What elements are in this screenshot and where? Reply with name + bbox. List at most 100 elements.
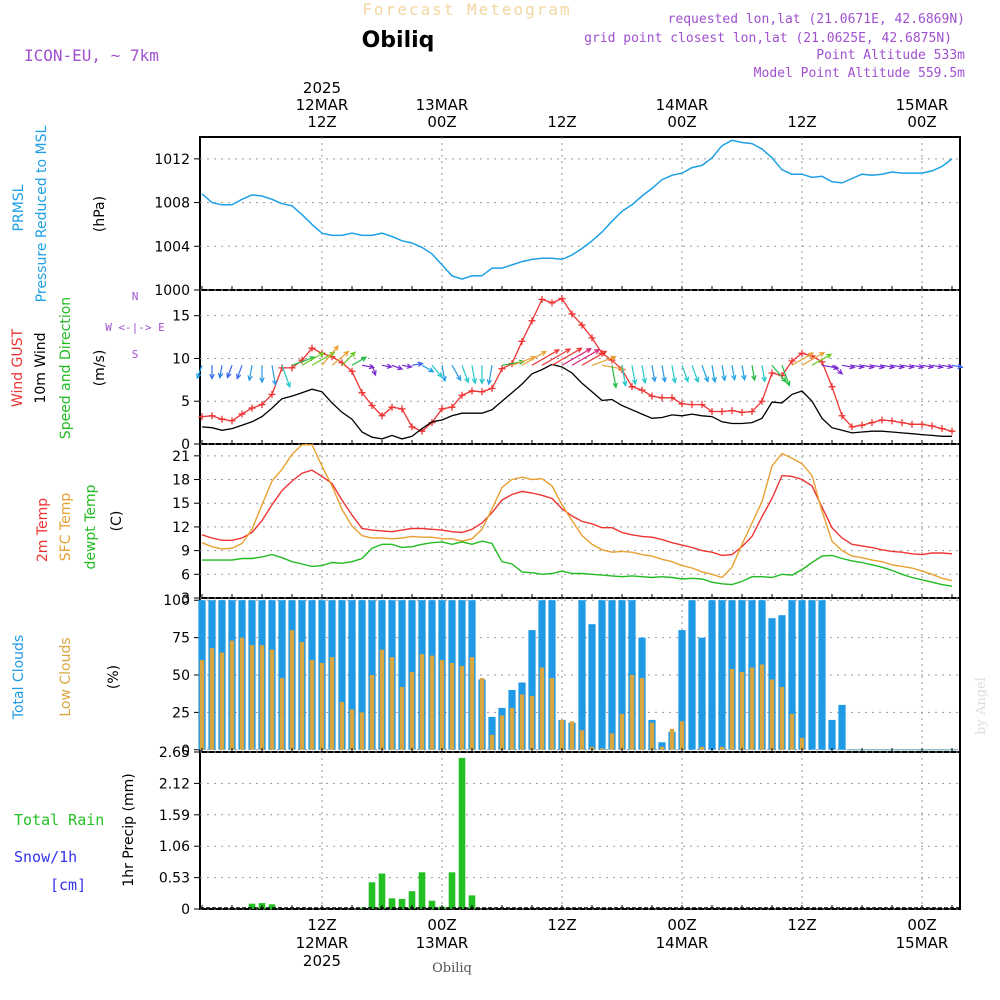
- low-cloud-bar: [349, 709, 355, 750]
- low-cloud-bar: [539, 667, 545, 750]
- gust-point: [738, 408, 746, 416]
- total-cloud-bar: [608, 600, 616, 750]
- low-cloud-bar: [429, 655, 435, 750]
- low-cloud-bar: [669, 728, 675, 750]
- total-cloud-bar: [678, 630, 686, 750]
- wind-direction-arrow: [371, 365, 377, 377]
- top-axis-hour: 12Z: [547, 113, 576, 131]
- low-cloud-bar: [199, 660, 205, 750]
- gust-point: [268, 390, 276, 398]
- rain-bar: [248, 903, 256, 909]
- temp-sfc-line: [201, 444, 953, 582]
- gust-point: [258, 401, 266, 409]
- y-tick-label: 6: [181, 567, 190, 583]
- wind-direction-arrow: [361, 363, 376, 370]
- low-cloud-bar: [569, 721, 575, 750]
- bottom-axis-date: 15MAR: [896, 934, 949, 952]
- bottom-axis-date: 14MAR: [656, 934, 709, 952]
- low-cloud-bar: [559, 719, 565, 750]
- wind-direction-arrow: [301, 352, 325, 366]
- low-cloud-bar: [239, 637, 245, 750]
- cloud-panel: 0 25 50 75 100: [163, 593, 957, 759]
- y-tick-label: 25: [172, 705, 190, 721]
- low-cloud-bar: [489, 734, 495, 750]
- wind-direction-arrow: [701, 365, 709, 383]
- station-name: Obiliq: [362, 28, 435, 53]
- low-cloud-bar: [209, 648, 215, 750]
- low-cloud-bar: [619, 713, 625, 750]
- low-cloud-bar: [339, 701, 345, 750]
- gust-point: [358, 389, 366, 397]
- panel-frame: [199, 136, 961, 291]
- top-axis-hour: 00Z: [427, 113, 456, 131]
- bottom-axis-date: 12MAR: [296, 934, 349, 952]
- wind-panel: 0 5 10 15: [172, 295, 964, 453]
- rain-bar: [388, 898, 396, 909]
- rain-bar: [448, 872, 456, 909]
- wind-direction-arrow: [741, 365, 747, 382]
- low-cloud-bar: [759, 664, 765, 750]
- rain-bar: [398, 898, 406, 909]
- wind-direction-arrow: [217, 365, 224, 379]
- total-cloud-bar: [398, 600, 406, 750]
- total-cloud-bar: [588, 624, 596, 750]
- temp-dew-label: dewpt Temp: [83, 484, 99, 569]
- wind-direction-arrow: [861, 363, 876, 370]
- gust-point: [918, 420, 926, 428]
- bottom-axis-hour: 12Z: [547, 916, 576, 934]
- total-cloud-bar: [798, 600, 806, 750]
- temperature-panel: 3 6 9 12 15 18 21: [172, 444, 953, 607]
- wind-direction-arrow: [236, 365, 243, 380]
- wind-direction-arrow: [561, 347, 593, 366]
- top-axis-year: 2025: [303, 79, 341, 97]
- wind-direction-arrow: [209, 365, 215, 380]
- snow-label: Snow/1h: [14, 848, 77, 866]
- total-cloud-bar: [528, 630, 536, 750]
- credit-watermark: by Angel: [974, 677, 989, 735]
- y-tick-label: 21: [172, 449, 190, 465]
- gust-point: [478, 388, 486, 396]
- y-tick-label: 12: [172, 520, 190, 536]
- wind-direction-arrow: [641, 365, 648, 385]
- bottom-axis-date: 13MAR: [416, 934, 469, 952]
- low-cloud-bar: [329, 657, 335, 750]
- gust-point: [528, 317, 536, 325]
- wind-gust-label: Wind GUST: [10, 328, 26, 407]
- temp-2m-label: 2m Temp: [35, 498, 51, 562]
- low-cloud-bar: [409, 672, 415, 750]
- wind-direction-arrow: [271, 365, 278, 387]
- wind-direction-arrow: [331, 350, 350, 366]
- wind-direction-arrow: [531, 349, 561, 366]
- rain-bar: [378, 873, 386, 909]
- wind-direction-arrow: [721, 365, 727, 382]
- wind-direction-arrow: [401, 363, 413, 369]
- gust-point: [588, 334, 596, 342]
- gust-point: [708, 407, 716, 415]
- total-cloud-bar: [548, 600, 556, 750]
- low-cloud-bar: [529, 695, 535, 750]
- total-cloud-bar: [658, 742, 666, 750]
- gust-point: [868, 419, 876, 427]
- wind-direction-arrow: [881, 364, 896, 370]
- wind-direction-arrow: [791, 352, 815, 366]
- gust-point: [938, 425, 946, 433]
- cloud-low-label: Low Clouds: [58, 637, 74, 716]
- wind-direction-arrow: [247, 365, 253, 382]
- y-tick-label: 9: [181, 544, 190, 560]
- total-cloud-bar: [778, 615, 786, 750]
- gust-point: [948, 427, 956, 435]
- wind-direction-arrow: [901, 363, 915, 370]
- gust-point: [198, 413, 206, 421]
- wind-direction-arrow: [461, 365, 470, 384]
- cloud-unit: (%): [106, 665, 122, 689]
- top-axis-date: 12MAR: [296, 96, 349, 114]
- model-altitude: Model Point Altitude 559.5m: [754, 66, 965, 81]
- gust-point: [378, 412, 386, 420]
- wind-direction-arrow: [761, 365, 767, 383]
- rain-bar: [458, 757, 466, 909]
- gust-point: [228, 417, 236, 425]
- y-tick-label: 100: [163, 593, 190, 609]
- pressure-line: [201, 139, 953, 280]
- wind-direction-arrow: [421, 364, 435, 373]
